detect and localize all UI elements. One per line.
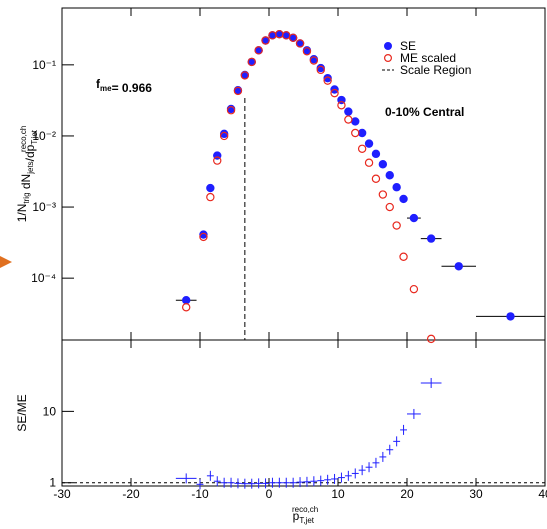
x-tick-label: 20 [400, 487, 414, 501]
annotation: fme= 0.966 [96, 77, 152, 95]
label-base: f [96, 77, 101, 91]
legend-marker [384, 53, 393, 62]
y-tick-label: 10⁻² [32, 129, 56, 143]
data-point [351, 128, 360, 138]
data-point [378, 190, 388, 199]
data-point [309, 56, 319, 65]
data-point [351, 117, 360, 126]
label-base: p [293, 509, 300, 523]
y-tick-label: 10 [43, 404, 57, 418]
data-point [219, 131, 229, 141]
arrow-marker [0, 256, 12, 268]
data-point [206, 183, 215, 193]
label-sup: reco,ch [19, 126, 28, 152]
data-point [302, 47, 312, 56]
legend-marker [384, 41, 393, 50]
data-point [364, 139, 374, 148]
data-point [364, 158, 374, 167]
label-text: = 0.966 [112, 81, 153, 95]
x-tick-label: -20 [122, 487, 140, 501]
data-point [357, 128, 367, 138]
data-point [385, 171, 394, 180]
data-point [213, 156, 222, 165]
data-point [254, 46, 263, 55]
x-tick-label: -30 [53, 487, 71, 501]
data-point [454, 262, 463, 271]
data-point [181, 303, 191, 312]
data-point [199, 232, 208, 242]
top-frame [61, 7, 546, 341]
label-base: 1/N [15, 204, 29, 223]
x-tick-label: 10 [331, 487, 345, 501]
data-point [226, 106, 236, 115]
data-point [233, 86, 243, 96]
data-point [426, 234, 436, 243]
x-tick-label: -10 [191, 487, 209, 501]
label-sub: T,jet [299, 516, 314, 525]
x-tick-label: 30 [469, 487, 483, 501]
data-point [247, 57, 256, 67]
x-tick-label: 40 [538, 487, 547, 501]
data-point [316, 65, 325, 75]
data-point [261, 36, 270, 45]
label-base: dN [19, 174, 33, 193]
data-point [199, 230, 208, 239]
data-point [181, 295, 191, 305]
y-tick-label: 10⁻¹ [32, 58, 56, 72]
data-point [385, 202, 394, 212]
legend-label: SE [400, 39, 416, 53]
data-point [371, 174, 381, 183]
data-point [399, 252, 408, 261]
label-sup: reco,ch [292, 505, 318, 514]
data-point [288, 33, 298, 43]
data-point [357, 144, 367, 153]
annotation: 0-10% Central [385, 105, 464, 119]
data-point [378, 160, 388, 169]
y-axis-label: SE/ME [15, 394, 29, 431]
data-point [240, 71, 250, 80]
y-tick-label: 10⁻⁴ [31, 271, 56, 285]
legend-label: ME scaled [400, 51, 456, 65]
data-point [295, 39, 305, 48]
data-point [344, 107, 353, 116]
y-tick-label: 10⁻³ [32, 200, 56, 214]
data-point [330, 88, 339, 98]
data-point [409, 284, 419, 294]
data-point [409, 213, 419, 223]
label-sub: me [100, 84, 112, 93]
data-point [392, 221, 401, 230]
y-axis-label: 1/Ntrig dNjets/dpT,jetreco,ch [15, 126, 39, 223]
data-point [392, 183, 401, 192]
y-tick-label: 1 [49, 476, 56, 490]
data-point [206, 192, 215, 202]
data-point [399, 194, 408, 204]
data-point [426, 334, 436, 344]
label-sub: trig [22, 192, 31, 203]
label-sub: T,jet [30, 129, 39, 144]
data-point [506, 312, 515, 321]
label-sub: jets [26, 161, 35, 174]
label-base: /dp [23, 144, 37, 161]
data-point [344, 115, 353, 124]
data-point [323, 73, 332, 83]
data-point [371, 149, 381, 159]
legend-label: Scale Region [400, 63, 471, 77]
x-axis-label: pT,jet reco,ch [292, 505, 318, 525]
x-tick-label: 0 [266, 487, 273, 501]
data-point [337, 101, 346, 110]
bottom-frame [61, 339, 546, 487]
data-point [323, 76, 332, 85]
